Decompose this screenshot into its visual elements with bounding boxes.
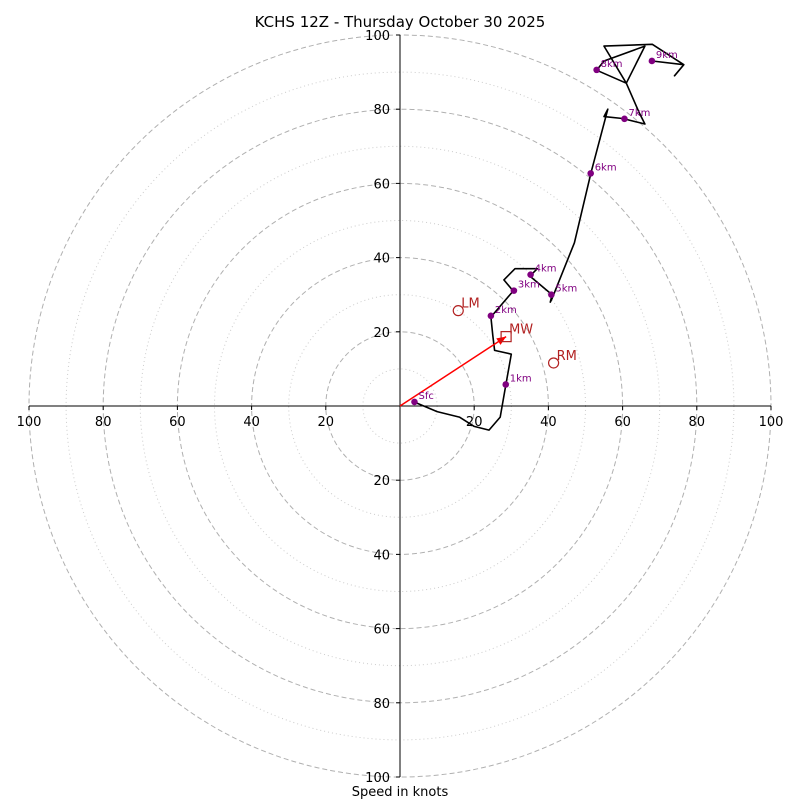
- x-tick-label: 80: [95, 415, 112, 430]
- motion-label-rm: RM: [557, 349, 577, 364]
- tick-labels: 20 20 20 20 40 40 40 40 60 60 60 60 80 80 80 80 100 100 10…: [17, 29, 784, 786]
- height-marker-8km: [593, 66, 600, 74]
- height-marker-5km: [548, 291, 555, 299]
- x-axis-label: Speed in knots: [352, 785, 449, 800]
- height-label-1km: 1km: [510, 373, 532, 384]
- height-label-8km: 8km: [601, 59, 623, 70]
- y-tick-label: 100: [365, 771, 390, 786]
- y-tick-label: 20: [373, 474, 390, 489]
- chart-title: KCHS 12Z - Thursday October 30 2025: [255, 13, 546, 31]
- height-label-sfc: Sfc: [418, 391, 433, 402]
- height-marker-2km: [487, 312, 495, 320]
- wind-trace: [414, 43, 685, 431]
- y-tick-label: 100: [365, 29, 390, 44]
- x-tick-label: 60: [614, 415, 631, 430]
- height-label-7km: 7km: [628, 108, 650, 119]
- motion-marker-lm: [452, 305, 464, 317]
- x-tick-label: 80: [689, 415, 706, 430]
- height-marker-sfc: [411, 398, 418, 406]
- height-markers: Sfc 1km 2km 3km 4km 5km 6km 7km 8km 9km: [411, 50, 678, 406]
- y-tick-label: 60: [373, 177, 390, 192]
- motion-label-lm: LM: [461, 297, 479, 312]
- y-tick-label: 40: [373, 252, 390, 267]
- y-tick-label: 60: [373, 623, 390, 638]
- height-marker-4km: [527, 271, 534, 278]
- motion-label-mw: MW: [509, 323, 533, 338]
- shear-vector-group: [399, 335, 507, 407]
- height-marker-6km: [587, 170, 594, 177]
- height-marker-3km: [510, 287, 518, 294]
- height-label-5km: 5km: [555, 284, 577, 295]
- height-label-4km: 4km: [535, 264, 557, 275]
- height-label-2km: 2km: [495, 305, 517, 316]
- x-tick-label: 20: [466, 415, 483, 430]
- y-tick-label: 20: [373, 326, 390, 341]
- height-label-9km: 9km: [656, 50, 678, 61]
- motion-marker-mw: [500, 331, 512, 343]
- height-marker-1km: [502, 381, 510, 388]
- x-tick-label: 60: [169, 415, 186, 430]
- height-marker-7km: [621, 115, 628, 123]
- x-tick-label: 20: [318, 415, 335, 430]
- hodograph-trace-line: [414, 43, 685, 431]
- shear-vector: [399, 335, 507, 407]
- y-tick-label: 40: [373, 548, 390, 563]
- y-tick-label: 80: [373, 697, 390, 712]
- x-tick-label: 100: [759, 415, 784, 430]
- height-label-6km: 6km: [595, 162, 617, 173]
- x-tick-label: 40: [540, 415, 557, 430]
- y-tick-label: 80: [373, 103, 390, 118]
- height-marker-9km: [648, 57, 656, 65]
- height-label-3km: 3km: [518, 280, 540, 291]
- storm-motions: LM MW RM: [452, 297, 577, 369]
- motion-marker-rm: [547, 357, 560, 369]
- x-tick-label: 100: [17, 415, 42, 430]
- x-tick-label: 40: [243, 415, 260, 430]
